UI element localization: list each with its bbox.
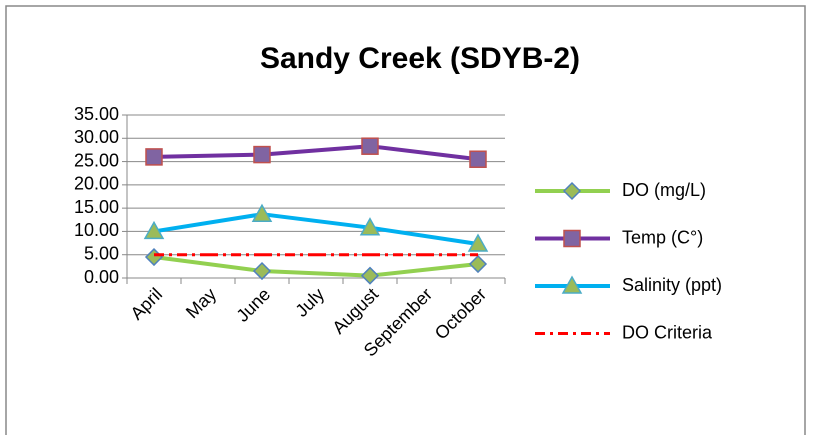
y-tick-label: 5.00 <box>84 243 119 263</box>
line-segment <box>153 212 263 234</box>
marker <box>359 217 381 236</box>
marker <box>467 233 489 252</box>
chart-border <box>5 5 806 435</box>
legend-label: DO Criteria <box>622 322 713 342</box>
line-segment <box>261 212 371 230</box>
line-segment <box>261 144 371 157</box>
marker <box>468 254 488 274</box>
line-segment <box>369 144 479 162</box>
marker <box>253 145 271 164</box>
marker <box>145 148 163 166</box>
marker <box>561 275 583 294</box>
marker <box>251 203 273 222</box>
line-segment <box>153 255 263 273</box>
y-tick-label: 35.00 <box>74 104 119 124</box>
marker <box>360 266 380 285</box>
marker <box>252 261 272 281</box>
marker <box>361 137 379 155</box>
y-tick-label: 25.00 <box>74 150 119 170</box>
y-tick-label: 30.00 <box>74 127 119 147</box>
y-tick-label: 0.00 <box>84 267 119 287</box>
line-segment <box>261 269 371 278</box>
y-tick-label: 10.00 <box>74 220 119 240</box>
marker <box>143 220 165 240</box>
legend-label: DO (mg/L) <box>622 180 706 200</box>
marker <box>469 150 487 168</box>
marker <box>562 181 582 201</box>
y-tick-label: 15.00 <box>74 197 119 217</box>
y-tick-label: 20.00 <box>74 174 119 194</box>
legend-label: Salinity (ppt) <box>622 275 722 295</box>
marker <box>563 229 581 248</box>
chart-title: Sandy Creek (SDYB-2) <box>260 42 580 75</box>
line-segment <box>369 262 479 278</box>
legend-label: Temp (C°) <box>622 227 703 247</box>
line-segment <box>153 152 263 159</box>
line-segment <box>369 225 479 246</box>
